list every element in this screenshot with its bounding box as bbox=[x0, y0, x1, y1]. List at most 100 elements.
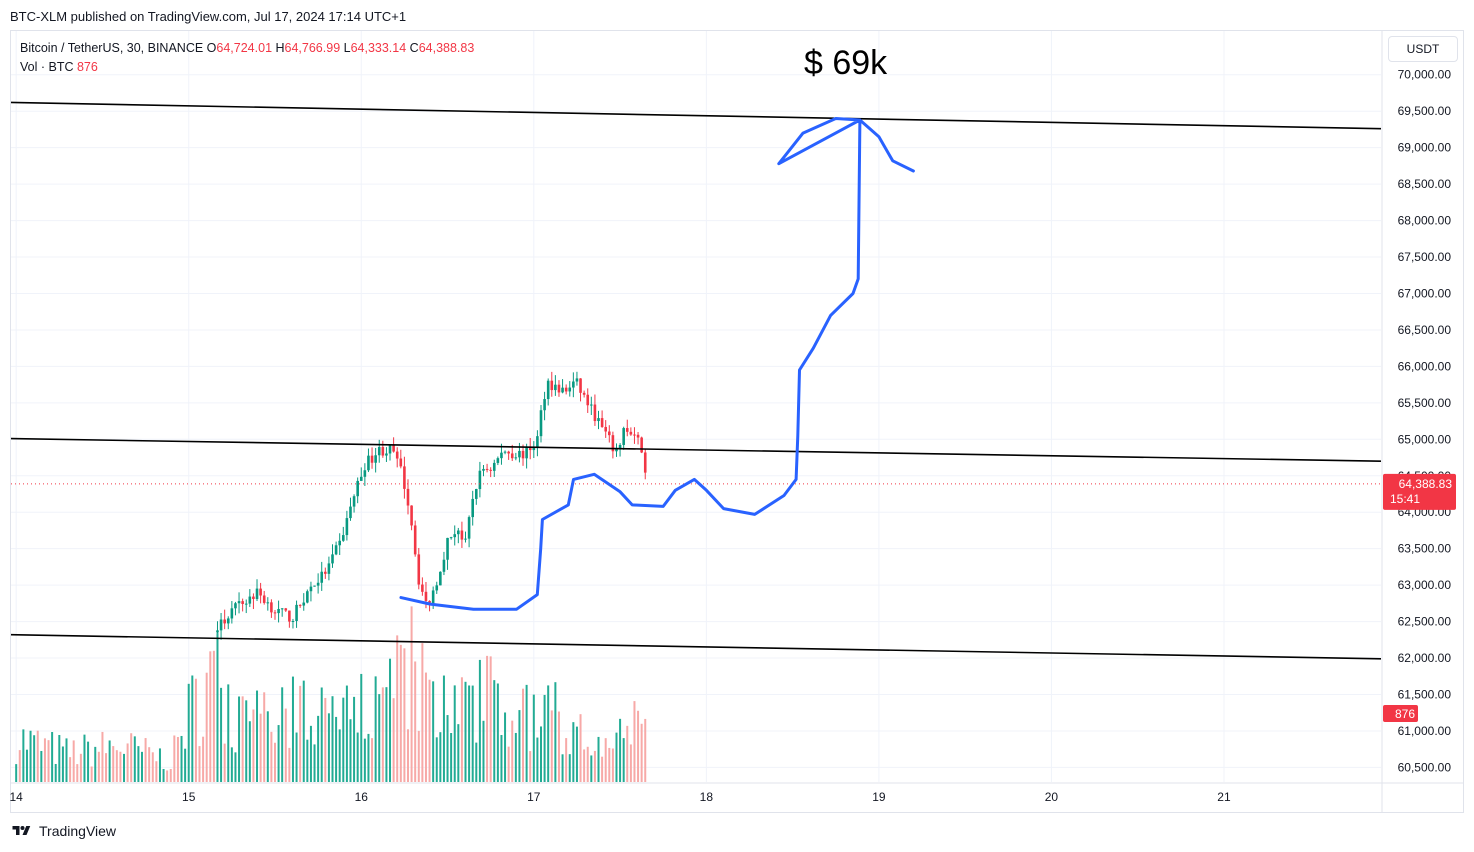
volume-bar bbox=[58, 734, 61, 782]
volume-bar bbox=[209, 651, 212, 782]
volume-bar bbox=[590, 755, 593, 782]
volume-bar bbox=[101, 731, 104, 782]
volume-bar bbox=[18, 750, 21, 782]
volume-bar bbox=[291, 676, 294, 782]
candle-body bbox=[417, 554, 421, 585]
volume-bar bbox=[356, 732, 359, 782]
currency-button[interactable]: USDT bbox=[1388, 36, 1458, 62]
trendline-upper bbox=[10, 101, 1382, 130]
candle-body bbox=[600, 418, 604, 427]
volume-bar bbox=[378, 694, 381, 782]
volume-bar bbox=[187, 683, 190, 782]
candle-body bbox=[539, 410, 543, 437]
volume-bar bbox=[90, 766, 93, 782]
candle-body bbox=[449, 537, 453, 539]
volume-bar bbox=[288, 747, 291, 782]
volume-bar bbox=[234, 752, 237, 782]
volume-bar bbox=[108, 740, 111, 782]
candle-body bbox=[525, 446, 528, 459]
candle-body bbox=[561, 387, 564, 393]
symbol-label[interactable]: Bitcoin / TetherUS, 30, BINANCE bbox=[20, 41, 204, 55]
candle-body bbox=[302, 602, 306, 606]
candle-body bbox=[406, 488, 410, 506]
volume-bar bbox=[259, 713, 262, 782]
candle-body bbox=[410, 505, 413, 526]
volume-bar bbox=[270, 731, 273, 782]
candle-body bbox=[453, 534, 457, 538]
volume-bar bbox=[15, 764, 18, 782]
last-price-badge bbox=[1383, 473, 1456, 510]
volume-bar bbox=[176, 737, 179, 782]
footer-brand[interactable]: TradingView bbox=[39, 823, 117, 839]
candle-body bbox=[295, 604, 298, 622]
chart-frame bbox=[10, 30, 1464, 813]
volume-bar bbox=[579, 714, 582, 782]
candle-body bbox=[309, 586, 313, 592]
last-price-label: 64,388.83 bbox=[1399, 477, 1453, 491]
price-target-annotation[interactable]: $ 69k bbox=[804, 44, 888, 82]
candle-body bbox=[478, 470, 482, 490]
y-tick-label: 70,000.00 bbox=[1398, 68, 1452, 82]
volume-bar bbox=[575, 726, 578, 782]
candle-body bbox=[633, 434, 636, 436]
candle-body bbox=[266, 602, 270, 604]
close-value: 64,388.83 bbox=[418, 41, 475, 55]
volume-bar bbox=[241, 696, 244, 782]
volume-bar bbox=[586, 746, 589, 782]
candle-body bbox=[413, 525, 417, 555]
x-tick-label: 18 bbox=[700, 790, 714, 804]
footer: TradingView bbox=[10, 823, 116, 839]
volume-bar bbox=[54, 763, 57, 782]
volume-bar bbox=[331, 696, 334, 782]
volume-bar bbox=[83, 734, 86, 782]
volume-bar bbox=[392, 698, 395, 782]
candle-body bbox=[622, 428, 625, 445]
volume-bar bbox=[557, 711, 560, 782]
volume-bar bbox=[640, 723, 643, 782]
trendline-middle bbox=[10, 437, 1382, 462]
volume-bar bbox=[539, 726, 542, 782]
y-tick-label: 62,500.00 bbox=[1398, 615, 1452, 629]
candle-body bbox=[345, 518, 349, 536]
volume-bar bbox=[72, 740, 75, 782]
volume-bar bbox=[61, 746, 64, 782]
volume-label[interactable]: Vol · BTC bbox=[20, 60, 74, 74]
volume-bar bbox=[345, 685, 348, 782]
volume-bar bbox=[536, 737, 539, 782]
candle-body bbox=[349, 506, 352, 519]
volume-bar bbox=[619, 718, 622, 782]
volume-bar bbox=[158, 748, 161, 782]
low-value: 64,333.14 bbox=[350, 41, 407, 55]
candle-body bbox=[629, 431, 633, 435]
candle-body bbox=[241, 601, 244, 604]
volume-bar bbox=[252, 709, 255, 782]
candle-body bbox=[216, 630, 219, 633]
volume-bar bbox=[493, 680, 496, 782]
candle-body bbox=[467, 517, 471, 539]
candle-body bbox=[557, 384, 561, 393]
open-label: O bbox=[206, 41, 217, 55]
candle-body bbox=[439, 571, 442, 586]
volume-bar bbox=[198, 746, 201, 782]
candle-body bbox=[543, 399, 546, 411]
y-tick-label: 69,500.00 bbox=[1398, 104, 1452, 118]
candle-body bbox=[374, 455, 377, 463]
candle-body bbox=[528, 446, 532, 451]
candle-body bbox=[262, 595, 266, 603]
volume-bar bbox=[335, 716, 338, 782]
volume-bar bbox=[565, 738, 568, 782]
volume-bar bbox=[547, 685, 550, 782]
candle-body bbox=[572, 381, 575, 388]
volume-bar bbox=[342, 697, 345, 782]
volume-bar bbox=[324, 697, 327, 782]
candle-body bbox=[640, 437, 643, 453]
candle-body bbox=[248, 596, 252, 604]
candle-body bbox=[359, 476, 363, 481]
volume-bar bbox=[522, 688, 525, 782]
candle-body bbox=[338, 540, 341, 546]
candle-body bbox=[306, 591, 309, 603]
candle-body bbox=[510, 453, 514, 459]
volume-bar bbox=[230, 747, 233, 782]
candle-body bbox=[615, 447, 618, 452]
